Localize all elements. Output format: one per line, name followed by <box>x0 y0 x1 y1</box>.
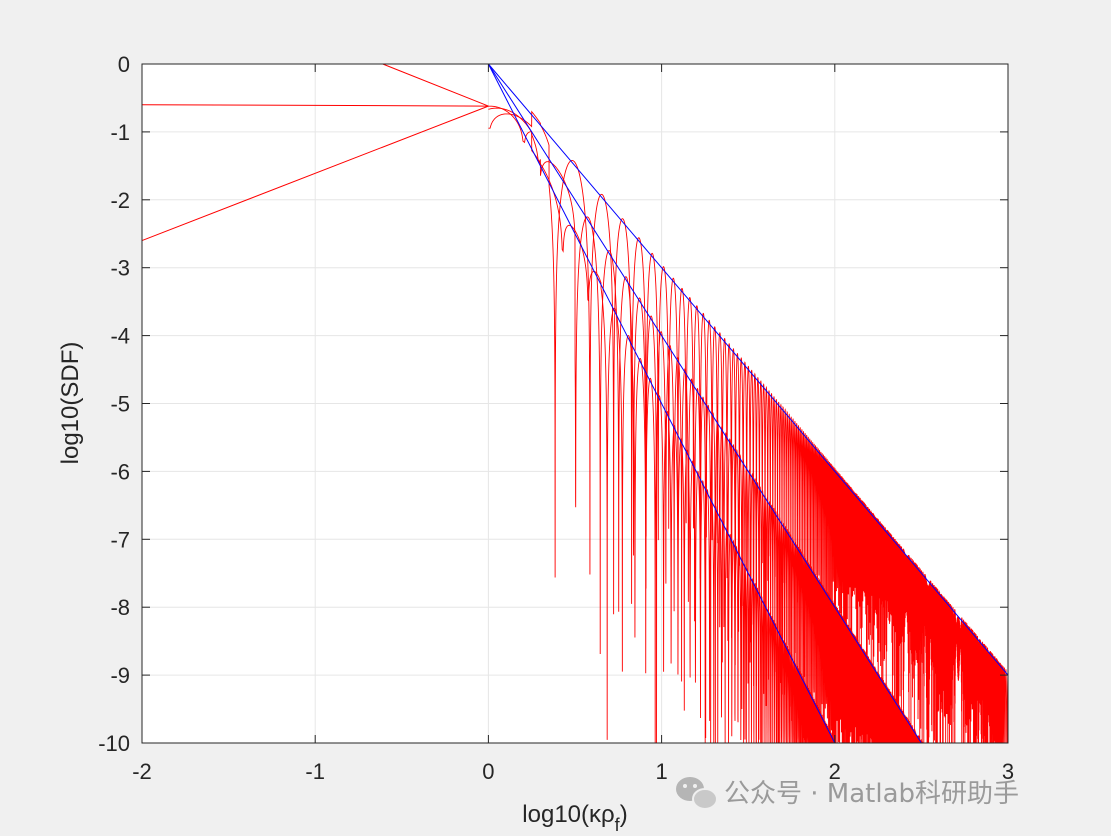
y-tick-label: -2 <box>110 188 130 213</box>
red-low-k-line <box>141 105 489 242</box>
y-tick-label: -9 <box>110 663 130 688</box>
y-tick-label: -6 <box>110 459 130 484</box>
red-low-k-line <box>382 63 489 107</box>
x-tick-label: -1 <box>305 759 325 784</box>
x-axis-label: log10(κρf) <box>522 801 627 835</box>
watermark-text: 公众号 · Matlab科研助手 <box>724 779 1019 809</box>
watermark: 公众号 · Matlab科研助手 <box>676 777 1019 810</box>
red-low-k-line <box>141 104 489 107</box>
axis-ticks: -2 -1 0 1 2 30-1-2-3-4-5-6-7-8-9-10 <box>98 52 1014 784</box>
y-tick-label: -7 <box>110 527 130 552</box>
x-tick-label: 3 <box>1002 759 1014 784</box>
blue-asymptote-line <box>487 63 922 744</box>
x-tick-label: 1 <box>655 759 667 784</box>
y-tick-label: -8 <box>110 595 130 620</box>
y-tick-label: -5 <box>110 392 130 417</box>
y-tick-label: -3 <box>110 256 130 281</box>
x-axis-label-subscript: f <box>615 815 621 835</box>
y-tick-label: -1 <box>110 120 130 145</box>
x-axis-label-main: log10(κρ <box>522 801 614 828</box>
x-tick-label: 2 <box>829 759 841 784</box>
red-spectral-curve <box>488 110 1009 744</box>
y-axis-label: log10(SDF) <box>57 342 84 465</box>
x-tick-label: 0 <box>482 759 494 784</box>
blue-asymptote-lines <box>487 63 1009 744</box>
x-tick-label: -2 <box>132 759 152 784</box>
y-tick-label: -4 <box>110 324 130 349</box>
y-tick-label: 0 <box>118 52 130 77</box>
x-axis-label-tail: ) <box>620 801 628 828</box>
wechat-icon <box>676 777 718 810</box>
blue-asymptote-line <box>488 63 1009 676</box>
y-tick-label: -10 <box>98 731 130 756</box>
blue-asymptote-line <box>487 63 836 744</box>
